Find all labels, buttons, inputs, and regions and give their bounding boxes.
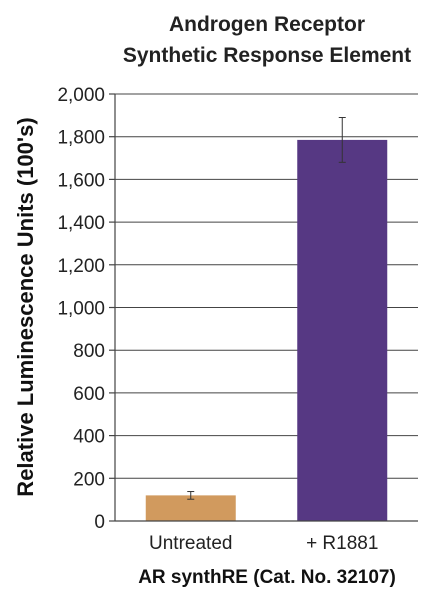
- y-axis-label: Relative Luminescence Units (100's): [13, 117, 38, 496]
- y-tick-label: 1,800: [57, 128, 105, 149]
- y-tick-label: 1,400: [57, 213, 105, 234]
- x-tick-labels: Untreated + R1881: [149, 533, 378, 554]
- x-tick-label: + R1881: [306, 533, 378, 554]
- y-tick-labels: 0 200 400 600 800 1,000 1,200 1,400 1,600 1,800 2,…: [57, 85, 105, 533]
- y-tick-label: 400: [73, 427, 105, 448]
- y-tick-label: 1,200: [57, 256, 105, 277]
- chart-title-line-1: Androgen Receptor: [169, 13, 365, 36]
- y-tick-label: 2,000: [57, 85, 105, 106]
- bars: [145, 139, 388, 521]
- x-axis-label: AR synthRE (Cat. No. 32107): [138, 567, 396, 588]
- chart-title-line-2: Synthetic Response Element: [123, 44, 411, 67]
- y-tick-label: 600: [73, 384, 105, 405]
- y-tick-label: 1,600: [57, 170, 105, 191]
- y-tick-label: 1,000: [57, 299, 105, 320]
- y-tick-label: 200: [73, 469, 105, 490]
- y-tick-label: 0: [94, 512, 105, 533]
- error-bars: [187, 116, 346, 500]
- bar: [297, 139, 388, 521]
- y-tick-label: 800: [73, 341, 105, 362]
- x-tick-label: Untreated: [149, 533, 232, 554]
